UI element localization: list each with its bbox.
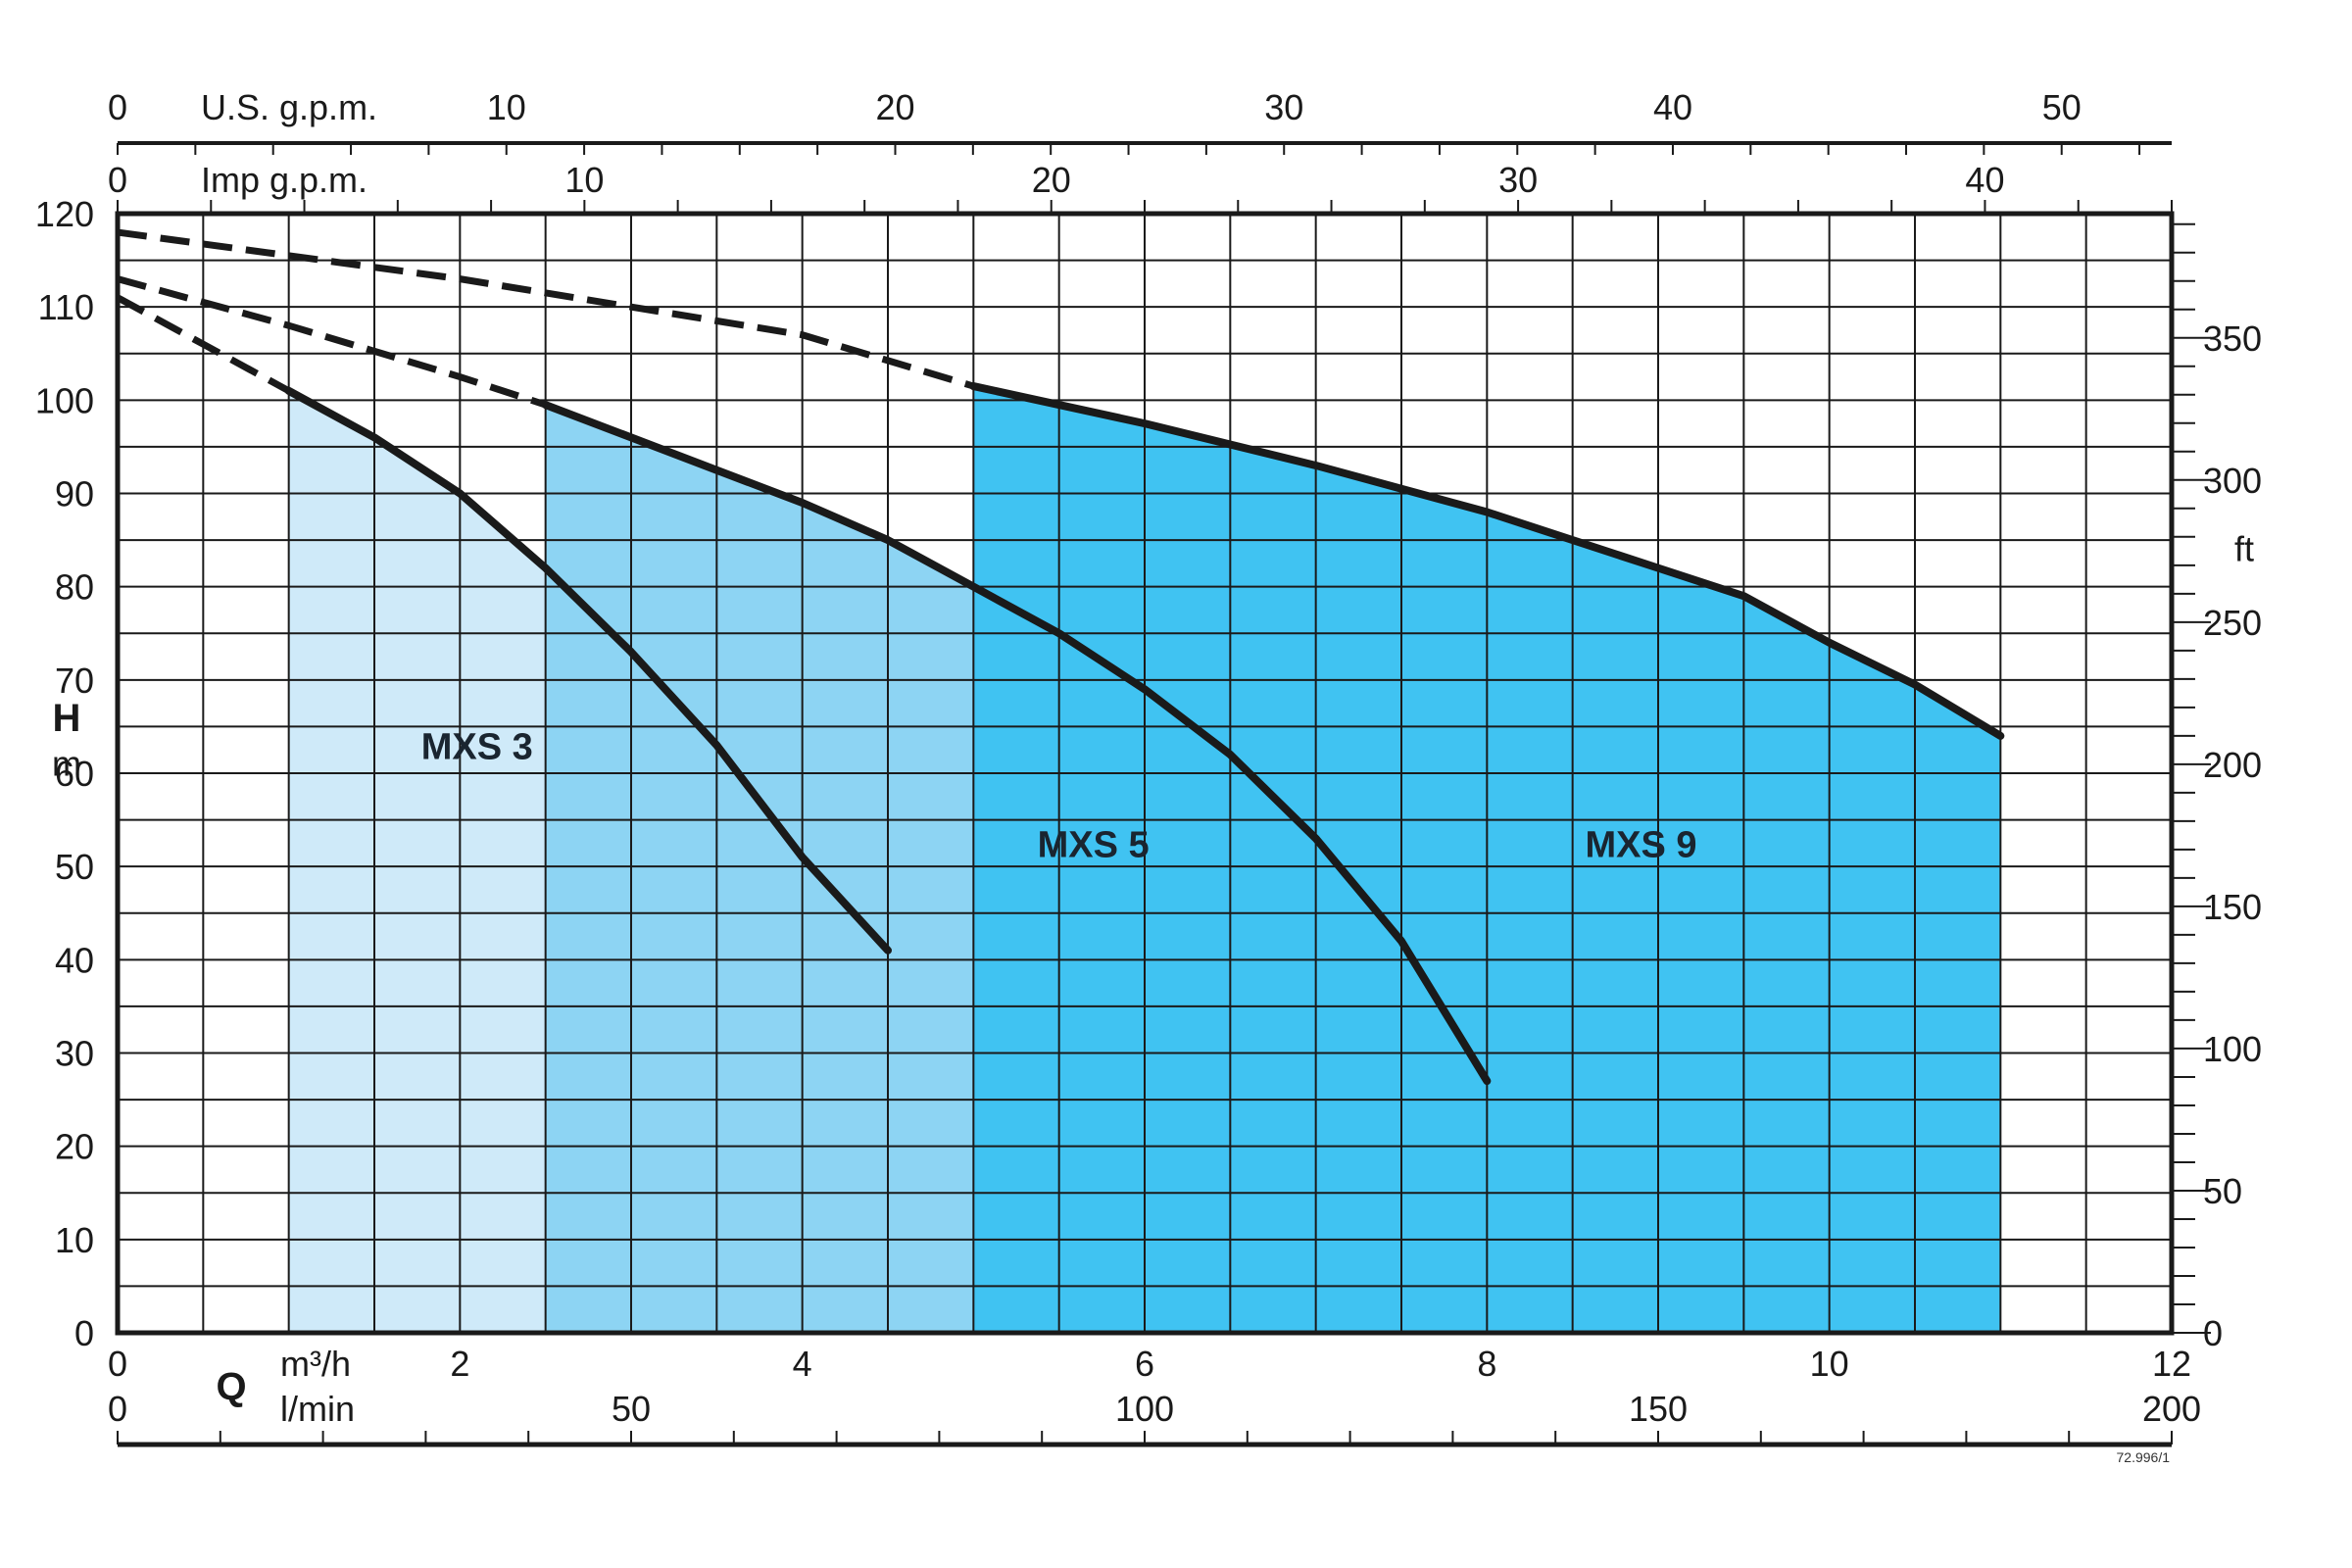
ft-tick-label: 350 [2203,318,2262,359]
impgpm-tick-label: 20 [1032,160,1071,200]
usgpm-tick-label: 0 [108,87,127,127]
series-label-mxs-3: MXS 3 [421,726,533,767]
y-axis-symbol: H [53,697,81,740]
series-labels: MXS 3 MXS 5 MXS 9 [421,726,1697,865]
x-tick-label: 10 [1810,1344,1849,1384]
lmin-tick-label: 50 [612,1389,651,1429]
usgpm-tick-label: 20 [875,87,914,127]
curve-mxs-9 [969,382,2005,740]
x-tick-label: 6 [1135,1344,1154,1384]
y-tick-label: 0 [74,1313,94,1353]
lmin-tick-label: 150 [1629,1389,1688,1429]
axes [115,141,2211,1447]
curve-dashed-mxs-3 [116,294,291,394]
y-tick-label: 100 [35,380,94,420]
y-tick-label: 120 [35,194,94,234]
usgpm-tick-label: 30 [1264,87,1303,127]
usgpm-tick-label: 50 [2042,87,2082,127]
lmin-tick-label: 200 [2142,1389,2201,1429]
y-tick-label: 30 [55,1034,94,1074]
ft-axis-unit: ft [2234,529,2254,569]
y-tick-label: 20 [55,1127,94,1167]
series-label-mxs-9: MXS 9 [1586,824,1697,865]
ft-tick-label: 300 [2203,461,2262,501]
impgpm-axis-unit: Imp g.p.m. [201,160,368,200]
ft-tick-label: 50 [2203,1171,2242,1211]
curve-dashed-mxs-5 [117,275,547,409]
curve-dashed-mxs-9 [117,228,975,390]
y-tick-label: 110 [38,287,94,327]
lmin-tick-label: 100 [1115,1389,1174,1429]
x-tick-label: 0 [108,1344,127,1384]
curve-mxs-3 [284,386,892,955]
ft-tick-label: 0 [2203,1313,2223,1353]
impgpm-tick-label: 40 [1965,160,2004,200]
impgpm-tick-label: 10 [564,160,604,200]
performance-curves [116,228,2005,1086]
impgpm-tick-label: 30 [1498,160,1538,200]
usgpm-tick-label: 40 [1653,87,1692,127]
usgpm-tick-label: 10 [487,87,526,127]
figure-code: 72.996/1 [2117,1449,2171,1465]
y-tick-label: 40 [55,940,94,980]
impgpm-tick-label: 0 [108,160,127,200]
x-tick-label: 8 [1477,1344,1496,1384]
y-tick-label: 80 [55,567,94,608]
x-tick-label: 12 [2152,1344,2191,1384]
y-tick-label: 10 [55,1220,94,1260]
ft-tick-label: 100 [2203,1029,2262,1069]
ft-tick-label: 200 [2203,745,2262,785]
y-tick-label: 70 [55,661,94,701]
curve-mxs-5 [541,401,1492,1086]
lmin-axis-unit: l/min [280,1389,355,1429]
x-axis-unit: m³/h [280,1344,351,1384]
ft-tick-label: 250 [2203,603,2262,643]
usgpm-axis-unit: U.S. g.p.m. [201,87,377,127]
x-axis-symbol: Q [216,1365,246,1408]
y-tick-label: 90 [55,474,94,514]
x-tick-label: 4 [793,1344,812,1384]
series-label-mxs-5: MXS 5 [1038,824,1150,865]
y-tick-label: 50 [55,847,94,887]
lmin-tick-label: 0 [108,1389,127,1429]
x-tick-label: 2 [450,1344,469,1384]
y-tick-label: 60 [55,754,94,794]
y-axis-unit: m [52,743,81,783]
ft-tick-label: 150 [2203,887,2262,927]
